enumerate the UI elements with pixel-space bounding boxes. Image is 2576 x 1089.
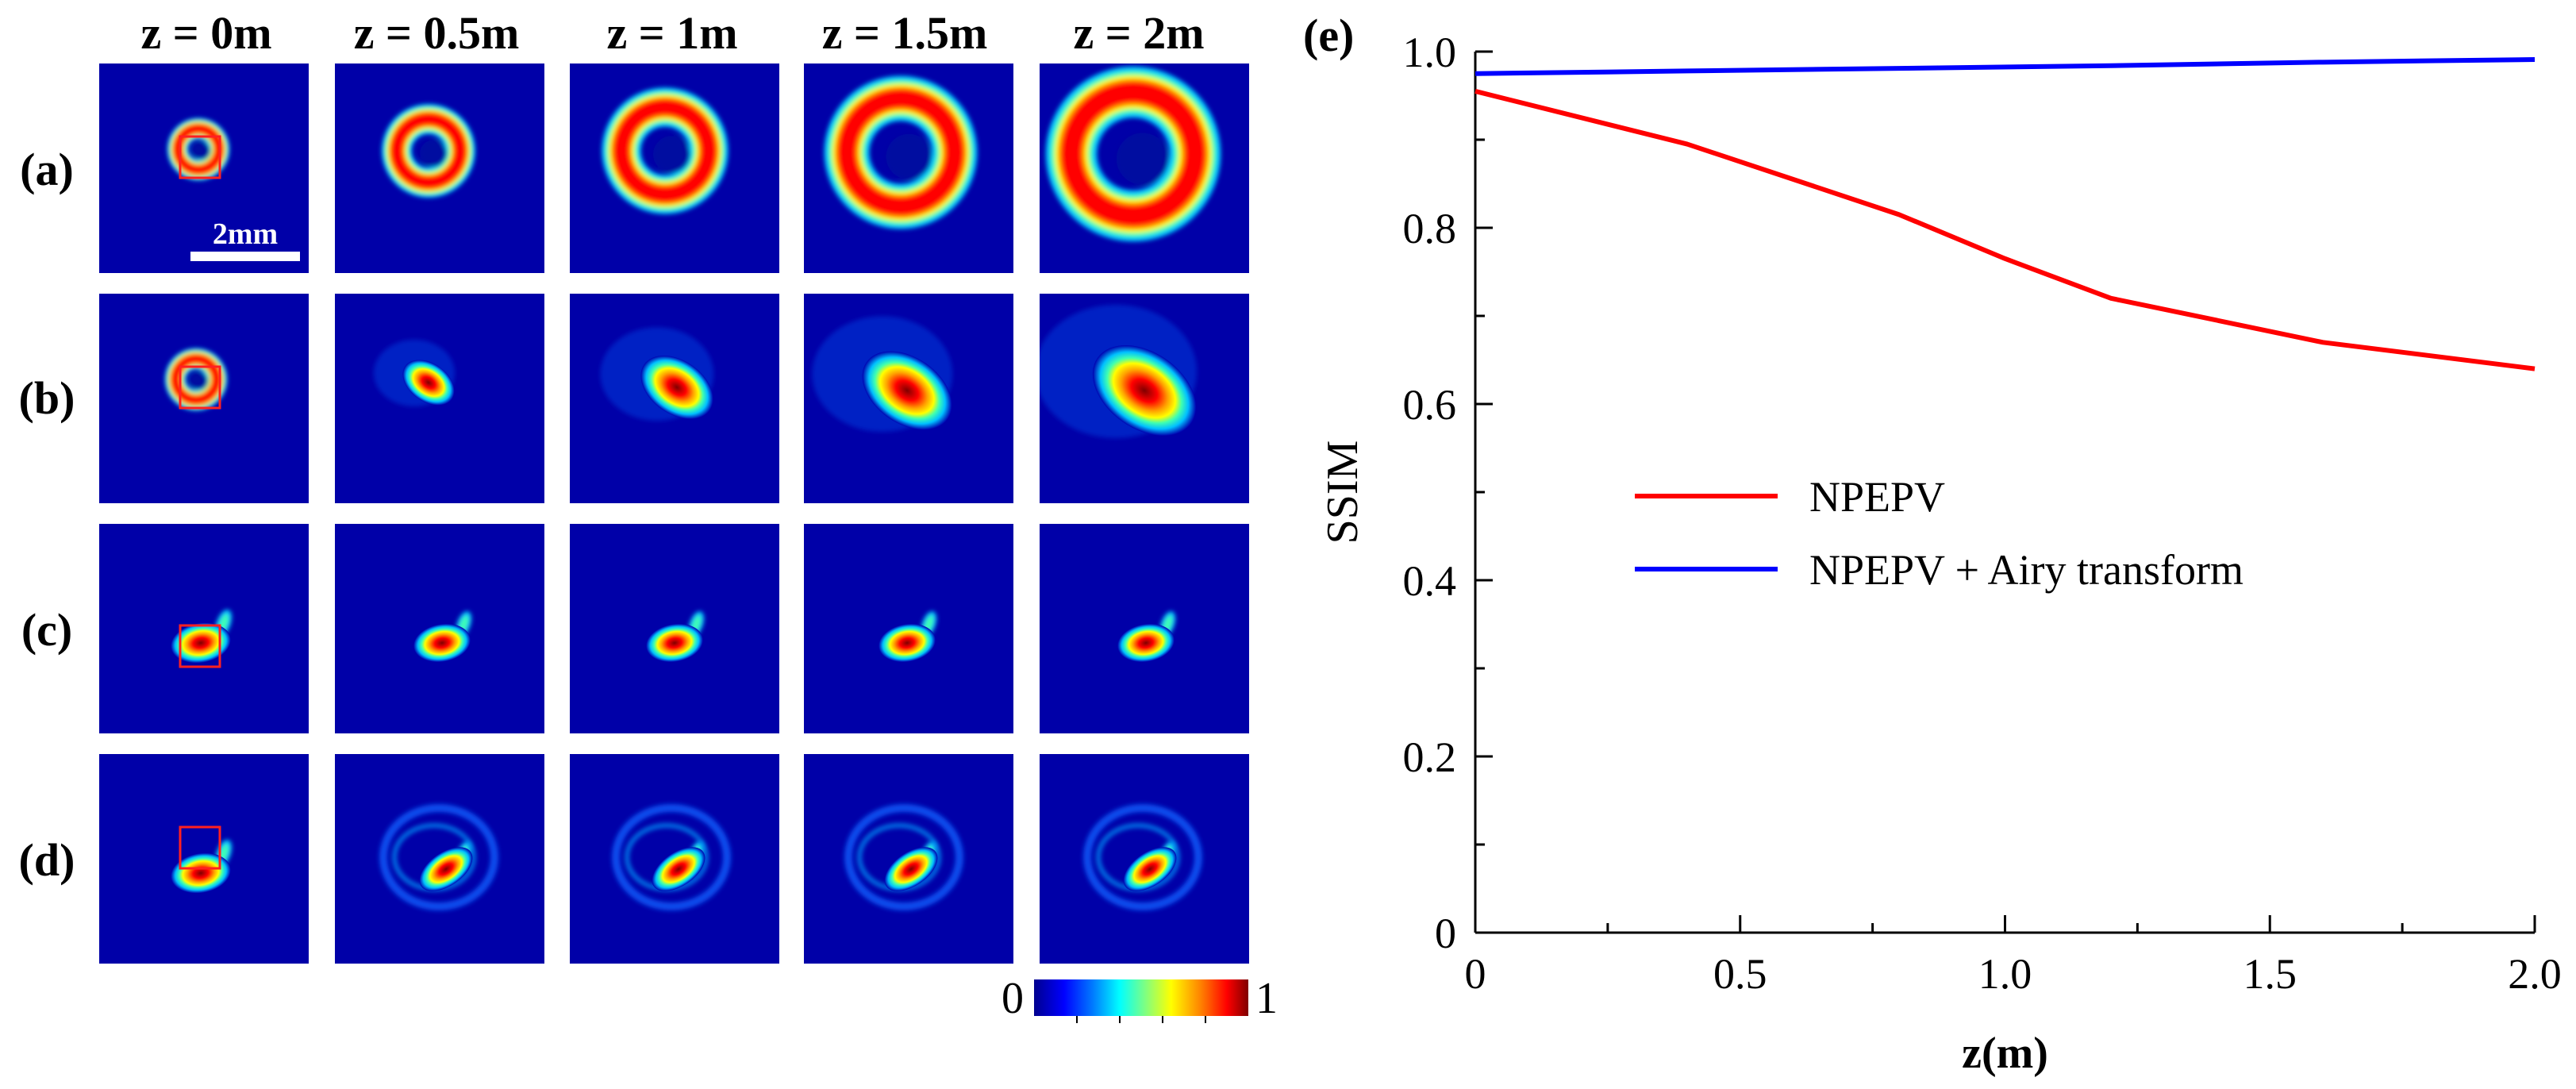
intensity-map: [1040, 294, 1249, 503]
intensity-map: [804, 754, 1013, 964]
y-tick-label: 0: [1435, 910, 1456, 957]
colorbar-tick: [1162, 1016, 1163, 1023]
intensity-map: [1040, 524, 1249, 733]
intensity-map: [570, 754, 779, 964]
column-title-z2: z = 2m: [1073, 7, 1205, 59]
intensity-map: [570, 524, 779, 733]
roi-box: [179, 135, 221, 179]
row-label-a: (a): [20, 144, 74, 195]
colorbar-max-label: 1: [1255, 974, 1278, 1023]
ssim-chart: (e) 0 0.2 0.4 0.6 0.8 1.0 0 0.5 1.0 1.5 2.0 z(m) SSI…: [1286, 0, 2576, 1085]
roi-box: [179, 365, 221, 410]
row-label-d: (d): [18, 834, 75, 886]
series-line-0: [1474, 89, 2536, 371]
intensity-map: [335, 524, 544, 733]
x-tick-label: 0: [1465, 950, 1486, 998]
intensity-map: [570, 63, 779, 273]
column-title-z0: z = 0m: [140, 7, 272, 59]
intensity-map: [335, 63, 544, 273]
colorbar-tick: [1119, 1016, 1121, 1023]
y-tick-label: 0.8: [1403, 205, 1457, 252]
intensity-map: [99, 524, 309, 733]
y-tick-label: 1.0: [1403, 29, 1457, 76]
x-tick-label: 1.5: [2243, 950, 2297, 998]
legend-label-1: NPEPV + Airy transform: [1809, 546, 2243, 594]
intensity-map: [804, 294, 1013, 503]
x-tick-label: 1.0: [1978, 950, 2032, 998]
intensity-map: [335, 294, 544, 503]
roi-box: [179, 624, 221, 668]
column-title-z05: z = 0.5m: [353, 7, 520, 59]
intensity-map: [804, 63, 1013, 273]
x-tick-label: 0.5: [1713, 950, 1767, 998]
intensity-map: [570, 294, 779, 503]
intensity-map: [99, 63, 309, 273]
row-label-b: (b): [18, 372, 75, 424]
row-label-c: (c): [21, 604, 73, 656]
beam-profile-grid: z = 0m z = 0.5m z = 1m z = 1.5m z = 2m (…: [0, 0, 1286, 1085]
y-tick-label: 0.6: [1403, 381, 1457, 429]
x-axis-title: z(m): [1962, 1029, 2048, 1078]
y-axis-title: SSIM: [1318, 441, 1367, 544]
colorbar-tick: [1076, 1016, 1078, 1023]
intensity-map: [804, 524, 1013, 733]
intensity-map: [335, 754, 544, 964]
column-title-z1: z = 1m: [606, 7, 738, 59]
intensity-map: [99, 294, 309, 503]
y-tick-label: 0.4: [1403, 557, 1457, 605]
legend-label-0: NPEPV: [1809, 473, 1945, 521]
x-tick-label: 2.0: [2508, 950, 2562, 998]
intensity-map: [99, 754, 309, 964]
colorbar: [1034, 979, 1248, 1016]
roi-box: [179, 825, 221, 870]
intensity-map: [1040, 63, 1249, 273]
colorbar-tick: [1205, 1016, 1206, 1023]
intensity-map: [1040, 754, 1249, 964]
column-title-z15: z = 1.5m: [821, 7, 988, 59]
colorbar-min-label: 0: [1002, 974, 1024, 1023]
series-line-1: [1474, 56, 2536, 76]
panel-label-e: (e): [1303, 10, 1354, 61]
y-tick-label: 0.2: [1403, 733, 1457, 781]
